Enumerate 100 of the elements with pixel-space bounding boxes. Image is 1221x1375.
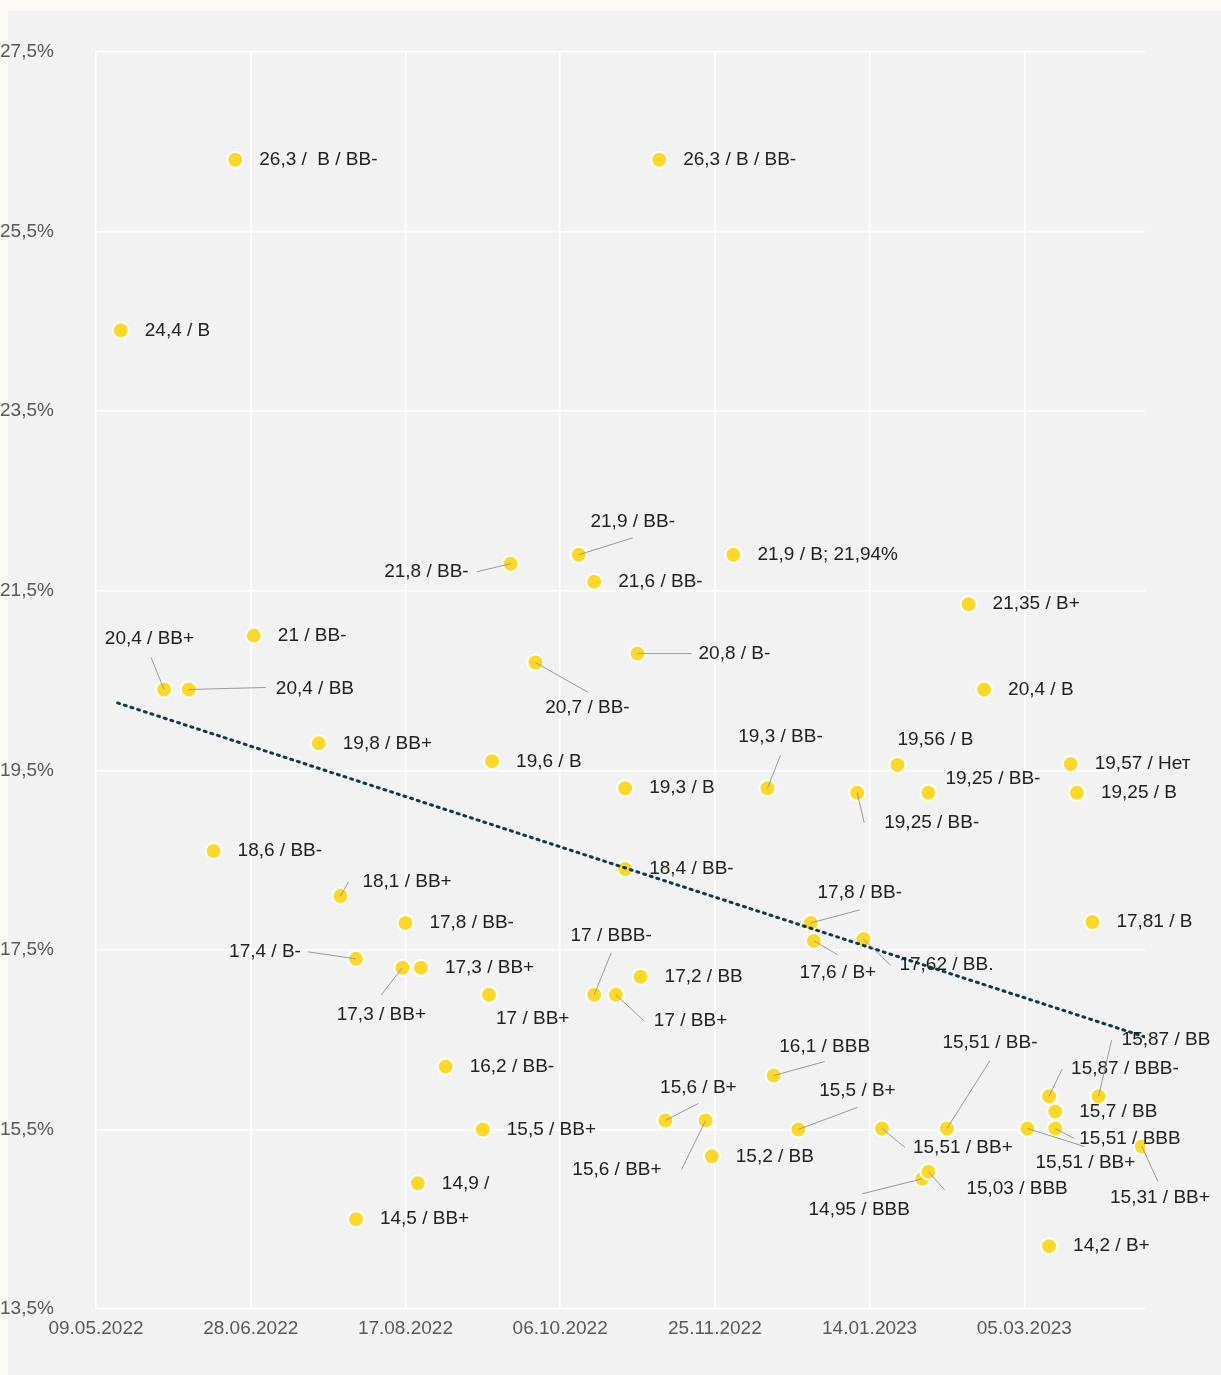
point xyxy=(346,949,365,968)
x-tick-label: 05.03.2023 xyxy=(976,1316,1072,1338)
annotation: 19,3 / BB- xyxy=(738,725,823,747)
point xyxy=(244,626,263,645)
point xyxy=(1040,1087,1059,1106)
point xyxy=(111,321,130,340)
point xyxy=(585,985,604,1004)
annotation: 18,6 / BB- xyxy=(237,839,323,861)
point xyxy=(631,967,650,986)
annotation: 15,7 / BB xyxy=(1079,1099,1158,1121)
annotation: 17,3 / BB+ xyxy=(444,956,535,978)
annotation: 19,8 / BB+ xyxy=(342,731,433,753)
annotation: 17,8 / BB- xyxy=(429,911,514,933)
point xyxy=(483,752,502,771)
annotation: 21,35 / B+ xyxy=(992,592,1080,614)
point xyxy=(1046,1102,1065,1121)
point xyxy=(1067,783,1086,802)
annotation: 21,9 / B; 21,94% xyxy=(757,543,899,565)
annotation: 21 / BB- xyxy=(277,623,347,645)
annotation: 15,2 / BB xyxy=(735,1144,814,1166)
annotation: 26,3 / B / BB- xyxy=(683,147,797,169)
point xyxy=(309,734,328,753)
y-tick-label: 27,5% xyxy=(0,40,54,62)
point xyxy=(346,1210,365,1229)
annotation: 21,6 / BB- xyxy=(618,569,703,591)
point xyxy=(526,653,545,672)
point xyxy=(937,1119,956,1138)
annotation: 18,1 / BB+ xyxy=(362,870,452,892)
annotation: 17,4 / B- xyxy=(229,940,301,962)
annotation: 14,2 / B+ xyxy=(1073,1234,1150,1256)
annotation: 14,5 / BB+ xyxy=(379,1207,470,1229)
point xyxy=(628,644,647,663)
point xyxy=(959,595,978,614)
point xyxy=(479,985,498,1004)
annotation: 21,8 / BB- xyxy=(384,560,469,582)
annotation: 17,6 / B+ xyxy=(799,961,877,983)
point xyxy=(473,1120,492,1139)
point xyxy=(436,1057,455,1076)
point xyxy=(226,150,245,169)
point xyxy=(919,783,938,802)
point xyxy=(606,985,625,1004)
annotation: 18,4 / BB- xyxy=(649,857,734,879)
point xyxy=(789,1120,808,1139)
point xyxy=(1040,1237,1059,1256)
y-tick-label: 21,5% xyxy=(0,578,54,600)
annotation: 15,5 / BB+ xyxy=(506,1117,597,1139)
annotation: 15,87 / BB xyxy=(1121,1028,1211,1050)
point xyxy=(1061,755,1080,773)
point xyxy=(804,931,823,950)
annotation: 15,03 / BBB xyxy=(966,1176,1068,1198)
point xyxy=(179,680,198,699)
x-tick-label: 25.11.2022 xyxy=(668,1316,762,1338)
point xyxy=(585,572,604,591)
annotation: 15,6 / B+ xyxy=(660,1075,737,1097)
annotation: 15,5 / B+ xyxy=(819,1078,896,1100)
annotation: 17,8 / BB- xyxy=(817,881,903,903)
annotation: 14,95 / BBB xyxy=(808,1198,910,1220)
point xyxy=(204,842,223,861)
annotation: 20,7 / BB- xyxy=(545,695,630,717)
annotation: 20,8 / B- xyxy=(698,641,771,663)
annotation: 26,3 / B / BB- xyxy=(259,147,378,169)
annotation: 20,4 / BB xyxy=(275,676,354,698)
point xyxy=(408,1174,427,1193)
point xyxy=(696,1111,715,1130)
x-tick-label: 28.06.2022 xyxy=(203,1316,299,1338)
point xyxy=(501,554,520,573)
annotation: 19,6 / B xyxy=(516,749,582,771)
annotation: 14,9 / xyxy=(441,1171,491,1193)
annotation: 15,31 / BB+ xyxy=(1109,1185,1210,1207)
y-tick-label: 23,5% xyxy=(0,399,54,421)
annotation: 17,3 / BB+ xyxy=(336,1003,426,1025)
annotation: 15,51 / BB- xyxy=(942,1030,1038,1052)
point xyxy=(569,545,588,564)
point xyxy=(393,958,412,977)
annotation: 24,4 / B xyxy=(144,318,211,340)
annotation: 19,25 / B xyxy=(1100,780,1177,802)
y-tick-label: 13,5% xyxy=(0,1297,54,1319)
annotation: 19,57 / Нет xyxy=(1094,752,1191,774)
point xyxy=(764,1066,783,1085)
annotation: 16,2 / BB- xyxy=(469,1054,555,1076)
y-tick-label: 25,5% xyxy=(0,219,54,241)
point xyxy=(702,1147,721,1166)
annotation: 20,4 / B xyxy=(1008,677,1074,699)
point xyxy=(1083,913,1102,932)
point xyxy=(155,680,174,699)
x-tick-label: 09.05.2022 xyxy=(48,1316,144,1338)
annotation: 16,1 / BBB xyxy=(779,1034,871,1056)
annotation: 17 / BB+ xyxy=(495,1006,570,1028)
x-tick-label: 17.08.2022 xyxy=(357,1316,453,1338)
annotation: 15,51 / BB+ xyxy=(1035,1150,1136,1172)
point xyxy=(848,783,867,802)
point xyxy=(724,545,743,564)
point xyxy=(888,755,907,774)
point xyxy=(396,913,415,932)
point xyxy=(1018,1119,1037,1138)
point xyxy=(919,1162,938,1181)
x-tick-label: 14.01.2023 xyxy=(822,1316,918,1338)
point xyxy=(331,886,350,905)
annotation: 15,51 / BB+ xyxy=(912,1135,1013,1157)
annotation: 21,9 / BB- xyxy=(590,510,675,532)
